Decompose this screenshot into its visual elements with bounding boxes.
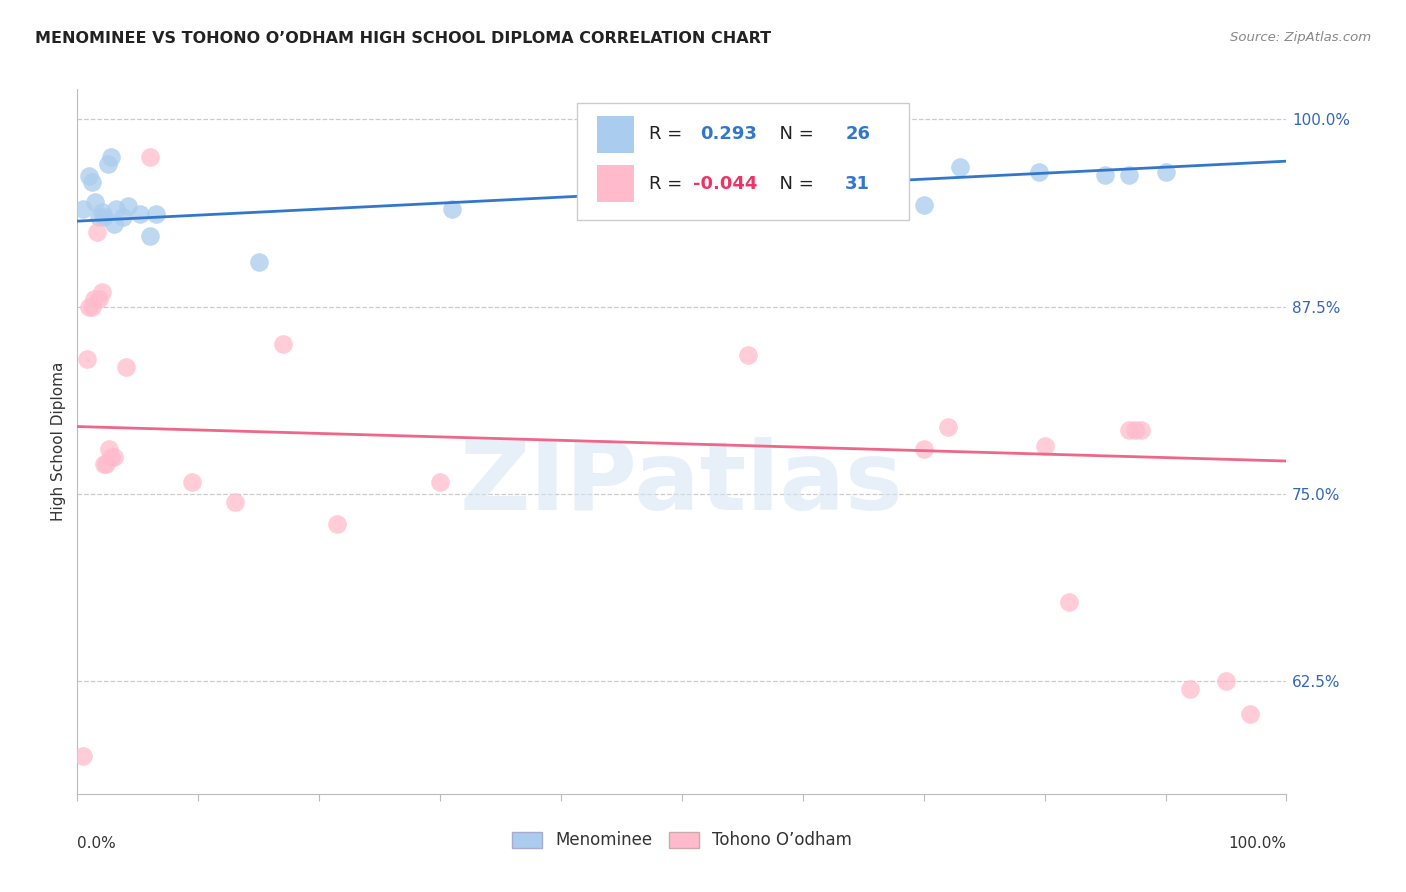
Point bbox=[83, 292, 105, 306]
Point bbox=[103, 217, 125, 231]
Point bbox=[86, 225, 108, 239]
Point bbox=[737, 348, 759, 362]
Text: R =: R = bbox=[650, 176, 689, 194]
Y-axis label: High School Diploma: High School Diploma bbox=[51, 362, 66, 521]
Point bbox=[139, 150, 162, 164]
Point bbox=[93, 210, 115, 224]
Point bbox=[1215, 674, 1237, 689]
Point bbox=[76, 352, 98, 367]
Text: 0.0%: 0.0% bbox=[77, 836, 117, 851]
Point bbox=[247, 254, 270, 268]
Point bbox=[80, 175, 103, 189]
Point bbox=[858, 168, 880, 182]
Point bbox=[100, 150, 122, 164]
Point bbox=[1154, 164, 1177, 178]
FancyBboxPatch shape bbox=[598, 116, 634, 153]
Point bbox=[79, 300, 101, 314]
Text: R =: R = bbox=[650, 125, 695, 143]
FancyBboxPatch shape bbox=[576, 103, 910, 219]
Point bbox=[105, 202, 128, 216]
Text: 100.0%: 100.0% bbox=[1229, 836, 1286, 851]
Point bbox=[441, 202, 464, 216]
Point bbox=[145, 207, 167, 221]
Point bbox=[1094, 168, 1116, 182]
Point bbox=[1057, 595, 1080, 609]
Point bbox=[1239, 707, 1261, 722]
Point bbox=[87, 292, 110, 306]
Point bbox=[96, 457, 118, 471]
Text: -0.044: -0.044 bbox=[693, 176, 758, 194]
Point bbox=[1118, 423, 1140, 437]
Point bbox=[84, 194, 107, 209]
Point bbox=[912, 197, 935, 211]
Point bbox=[271, 337, 294, 351]
Point bbox=[96, 157, 118, 171]
Point bbox=[949, 160, 972, 174]
FancyBboxPatch shape bbox=[598, 165, 634, 202]
Text: 26: 26 bbox=[845, 125, 870, 143]
Point bbox=[80, 300, 103, 314]
Text: Source: ZipAtlas.com: Source: ZipAtlas.com bbox=[1230, 31, 1371, 45]
Point bbox=[114, 359, 136, 374]
Point bbox=[129, 207, 152, 221]
Point bbox=[326, 516, 349, 531]
Point bbox=[79, 169, 101, 183]
Point bbox=[1028, 164, 1050, 178]
Point bbox=[117, 199, 139, 213]
Point bbox=[90, 205, 112, 219]
Point bbox=[224, 494, 246, 508]
Text: 0.293: 0.293 bbox=[700, 125, 756, 143]
Text: MENOMINEE VS TOHONO O’ODHAM HIGH SCHOOL DIPLOMA CORRELATION CHART: MENOMINEE VS TOHONO O’ODHAM HIGH SCHOOL … bbox=[35, 31, 772, 46]
Point bbox=[1118, 168, 1140, 182]
Point bbox=[1125, 423, 1147, 437]
Text: N =: N = bbox=[768, 176, 820, 194]
Point bbox=[792, 168, 814, 182]
Point bbox=[103, 450, 125, 464]
Point bbox=[93, 457, 115, 471]
Point bbox=[936, 419, 959, 434]
Point bbox=[1178, 681, 1201, 696]
Text: ZIPatlas: ZIPatlas bbox=[460, 437, 904, 531]
Point bbox=[112, 210, 135, 224]
Point bbox=[87, 210, 110, 224]
Text: 31: 31 bbox=[845, 176, 870, 194]
Point bbox=[139, 229, 162, 244]
Point bbox=[90, 285, 112, 299]
Point bbox=[1033, 439, 1056, 453]
Point bbox=[429, 475, 451, 489]
Point bbox=[1130, 423, 1153, 437]
Point bbox=[72, 749, 94, 764]
Point bbox=[912, 442, 935, 456]
Legend: Menominee, Tohono O’odham: Menominee, Tohono O’odham bbox=[505, 825, 859, 856]
Text: N =: N = bbox=[768, 125, 820, 143]
Point bbox=[181, 475, 204, 489]
Point bbox=[97, 442, 120, 456]
Point bbox=[72, 202, 94, 216]
Point bbox=[100, 450, 122, 464]
